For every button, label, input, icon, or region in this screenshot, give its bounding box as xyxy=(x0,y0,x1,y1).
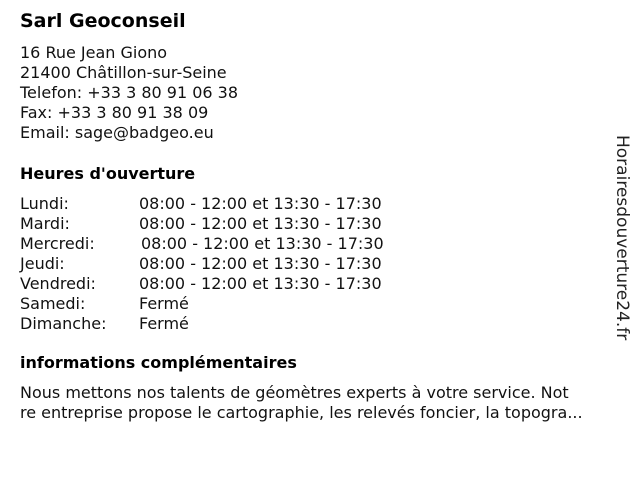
hours-row: Samedi: Fermé xyxy=(20,294,384,314)
company-name: Sarl Geoconseil xyxy=(20,10,186,32)
info-heading: informations complémentaires xyxy=(20,353,297,372)
hours-row: Jeudi: 08:00 - 12:00 et 13:30 - 17:30 xyxy=(20,254,384,274)
phone: Telefon: +33 3 80 91 06 38 xyxy=(20,83,239,102)
info-text: Nous mettons nos talents de géomètres ex… xyxy=(20,383,583,423)
day: Vendredi: xyxy=(20,274,96,293)
day: Samedi: xyxy=(20,294,86,313)
address-line-2: 21400 Châtillon-sur-Seine xyxy=(20,63,227,82)
email: Email: sage@badgeo.eu xyxy=(20,123,214,142)
time: Fermé xyxy=(139,314,189,333)
info-line-1: Nous mettons nos talents de géomètres ex… xyxy=(20,383,569,402)
address-line-1: 16 Rue Jean Giono xyxy=(20,43,168,62)
time: 08:00 - 12:00 et 13:30 - 17:30 xyxy=(139,214,382,233)
info-line-2: re entreprise propose le cartographie, l… xyxy=(20,403,583,422)
day: Dimanche: xyxy=(20,314,107,333)
hours-row: Dimanche: Fermé xyxy=(20,314,384,334)
day: Jeudi: xyxy=(20,254,65,273)
time: Fermé xyxy=(139,294,189,313)
hours-row: Lundi: 08:00 - 12:00 et 13:30 - 17:30 xyxy=(20,194,384,214)
time: 08:00 - 12:00 et 13:30 - 17:30 xyxy=(139,274,382,293)
time: 08:00 - 12:00 et 13:30 - 17:30 xyxy=(141,234,384,253)
day: Mardi: xyxy=(20,214,70,233)
time: 08:00 - 12:00 et 13:30 - 17:30 xyxy=(139,194,382,213)
hours-table: Lundi: 08:00 - 12:00 et 13:30 - 17:30 Mar… xyxy=(20,194,384,334)
hours-heading: Heures d'ouverture xyxy=(20,164,196,183)
time: 08:00 - 12:00 et 13:30 - 17:30 xyxy=(139,254,382,273)
watermark: Horairesdouverture24.fr xyxy=(612,135,632,341)
day: Mercredi: xyxy=(20,234,95,253)
hours-row: Vendredi: 08:00 - 12:00 et 13:30 - 17:30 xyxy=(20,274,384,294)
hours-row: Mardi: 08:00 - 12:00 et 13:30 - 17:30 xyxy=(20,214,384,234)
hours-row: Mercredi: 08:00 - 12:00 et 13:30 - 17:30 xyxy=(20,234,384,254)
fax: Fax: +33 3 80 91 38 09 xyxy=(20,103,209,122)
day: Lundi: xyxy=(20,194,69,213)
contact-block: 16 Rue Jean Giono 21400 Châtillon-sur-Se… xyxy=(20,43,238,143)
